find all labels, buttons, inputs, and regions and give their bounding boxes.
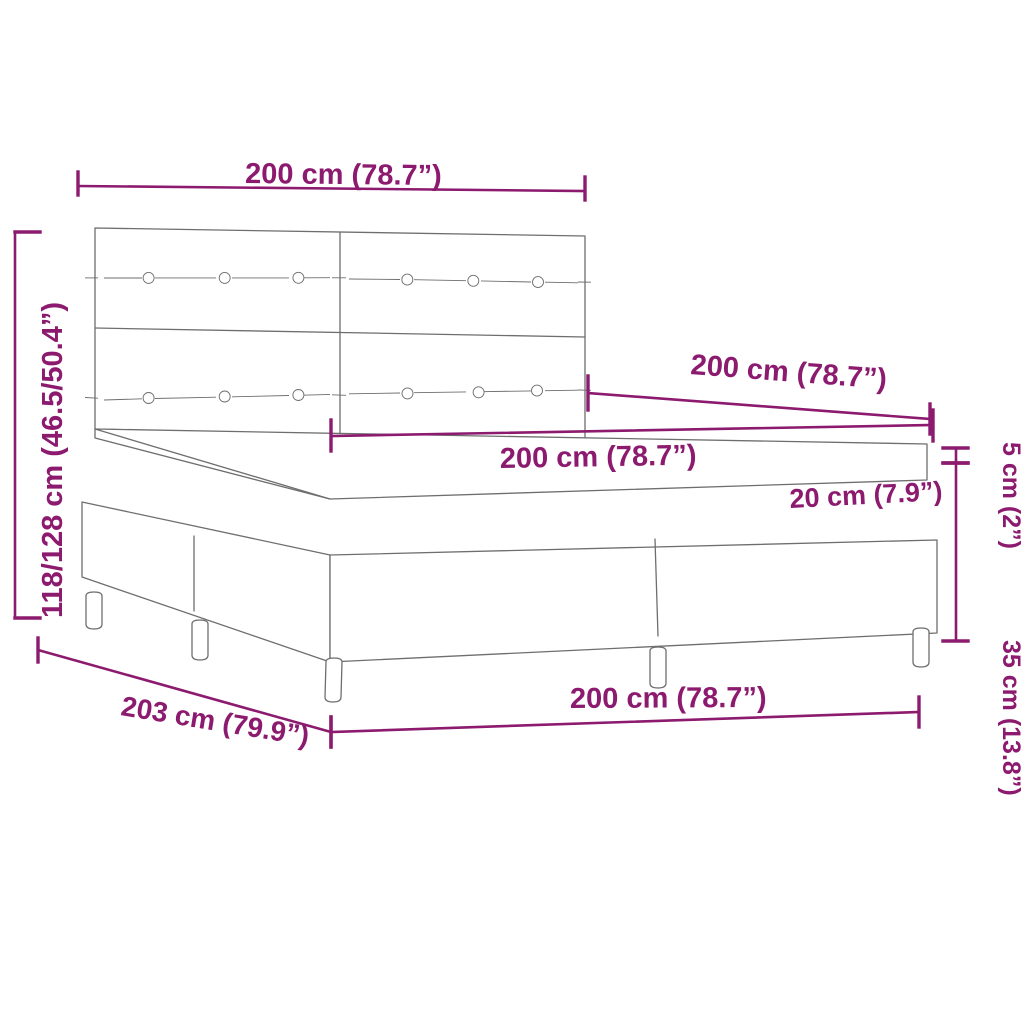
svg-text:200 cm (78.7”): 200 cm (78.7”) [689,349,888,396]
svg-text:118/128 cm (46.5/50.4”): 118/128 cm (46.5/50.4”) [37,302,69,618]
svg-text:5 cm (2”): 5 cm (2”) [997,442,1024,549]
svg-text:35 cm (13.8”): 35 cm (13.8”) [997,640,1024,796]
svg-text:200 cm (78.7”): 200 cm (78.7”) [500,440,697,475]
svg-text:200 cm (78.7”): 200 cm (78.7”) [245,158,442,192]
svg-text:200 cm (78.7”): 200 cm (78.7”) [570,682,767,715]
